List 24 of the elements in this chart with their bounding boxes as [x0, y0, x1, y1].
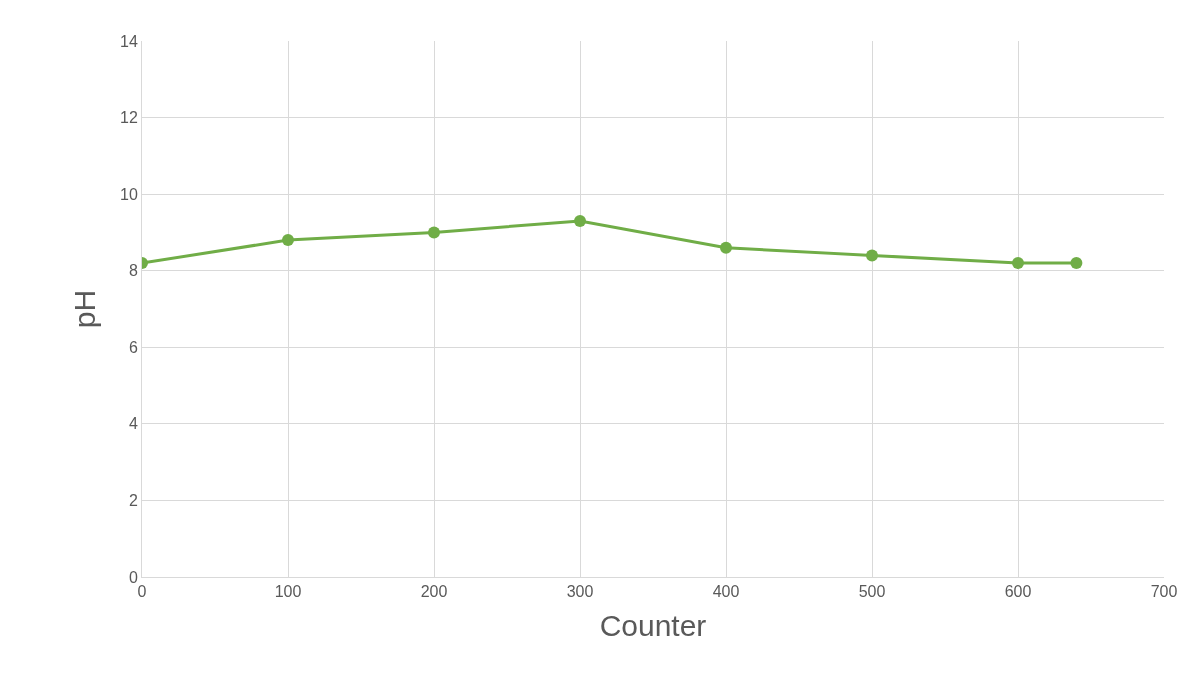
x-tick-label: 700: [1150, 583, 1178, 601]
point: [866, 249, 878, 262]
point: [282, 234, 294, 247]
x-axis-title: Counter: [599, 608, 707, 642]
point: [574, 214, 586, 227]
point: [1012, 257, 1024, 270]
x-tick-label: 400: [712, 583, 740, 601]
point: [428, 226, 440, 239]
x-tick-label: 200: [420, 583, 448, 601]
y-tick-label: 10: [120, 185, 138, 203]
x-tick-label: 300: [566, 583, 594, 601]
y-tick-label: 0: [128, 568, 138, 586]
x-tick-label: 600: [1004, 583, 1032, 601]
x-tick-label: 100: [274, 583, 302, 601]
x-tick-label: 500: [858, 583, 886, 601]
point: [1070, 257, 1083, 270]
y-tick-label: 4: [128, 415, 138, 433]
y-tick-label: 6: [128, 338, 138, 356]
y-tick-label: 2: [128, 492, 138, 510]
y-tick-label: 8: [128, 262, 138, 280]
point: [720, 241, 732, 254]
y-tick-label: 12: [120, 109, 138, 127]
y-tick-label: 14: [120, 32, 138, 50]
y-axis-title: pH: [68, 289, 101, 329]
